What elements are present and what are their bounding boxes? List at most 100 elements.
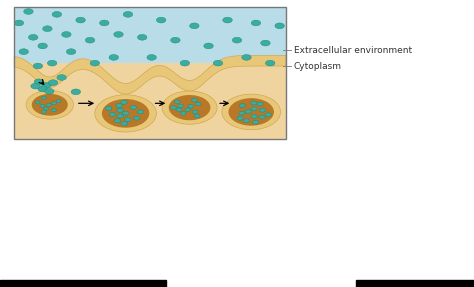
Circle shape [232,37,242,43]
Circle shape [251,20,261,26]
Circle shape [133,116,140,120]
Circle shape [48,80,58,86]
Circle shape [14,20,24,26]
Circle shape [147,55,156,60]
Circle shape [52,11,62,17]
Circle shape [222,94,281,130]
Bar [0,280,166,287]
Polygon shape [14,55,286,94]
Circle shape [178,104,183,108]
Circle shape [253,120,259,124]
Text: Extracellular environment: Extracellular environment [294,46,412,55]
Circle shape [90,60,100,66]
Circle shape [51,109,56,112]
Circle shape [38,86,47,92]
Circle shape [174,100,180,103]
Circle shape [47,60,57,66]
Circle shape [40,104,45,107]
Circle shape [137,110,144,114]
Circle shape [251,107,257,111]
Circle shape [100,20,109,26]
Bar [14,63,286,139]
Circle shape [251,101,257,105]
Circle shape [109,113,116,117]
Circle shape [85,37,95,43]
Circle shape [259,108,266,112]
Circle shape [195,102,201,106]
Circle shape [130,105,137,109]
Circle shape [121,100,128,104]
Circle shape [265,60,275,66]
Circle shape [125,118,131,122]
Circle shape [44,107,49,110]
Circle shape [242,55,251,60]
Circle shape [56,99,61,102]
Circle shape [156,17,166,23]
Circle shape [121,122,128,126]
Circle shape [261,40,270,46]
Circle shape [114,119,120,123]
Circle shape [188,104,194,108]
Circle shape [243,119,250,123]
Circle shape [45,88,54,94]
Circle shape [123,11,133,17]
Circle shape [57,75,66,80]
Circle shape [194,114,200,118]
Circle shape [228,98,274,126]
Circle shape [117,108,123,112]
Circle shape [171,106,176,109]
Circle shape [204,43,213,49]
Circle shape [31,83,40,89]
Circle shape [180,112,186,115]
Circle shape [76,17,85,23]
Circle shape [26,90,73,119]
Circle shape [265,113,272,117]
Circle shape [259,115,265,119]
Circle shape [223,17,232,23]
Circle shape [71,89,81,95]
Circle shape [251,115,257,118]
Circle shape [116,104,122,108]
Circle shape [62,32,71,37]
Circle shape [35,101,40,104]
Circle shape [123,111,129,115]
Circle shape [41,96,46,99]
Circle shape [105,106,112,110]
Circle shape [239,111,245,115]
Circle shape [51,102,56,105]
Circle shape [66,49,76,55]
Bar [14,7,286,139]
Circle shape [95,95,156,132]
Text: Cytoplasm: Cytoplasm [294,61,342,71]
Circle shape [275,23,284,29]
Circle shape [176,108,182,111]
Circle shape [46,103,51,106]
Bar [356,280,474,287]
Circle shape [190,23,199,29]
Circle shape [192,110,198,114]
Circle shape [41,110,46,113]
Circle shape [237,116,243,120]
Circle shape [162,91,217,124]
Circle shape [34,79,44,85]
Bar [14,7,286,63]
Circle shape [185,108,191,111]
Circle shape [245,110,252,113]
Circle shape [19,49,28,55]
Circle shape [32,94,68,116]
Circle shape [117,114,124,118]
Circle shape [180,60,190,66]
Circle shape [28,34,38,40]
Circle shape [43,26,52,32]
Circle shape [109,55,118,60]
Circle shape [257,102,263,106]
Circle shape [169,95,210,120]
Circle shape [102,99,149,128]
Circle shape [137,34,147,40]
Circle shape [171,37,180,43]
Circle shape [191,98,197,102]
Circle shape [24,9,33,14]
Circle shape [33,63,43,69]
Circle shape [42,82,51,88]
Circle shape [239,104,246,108]
